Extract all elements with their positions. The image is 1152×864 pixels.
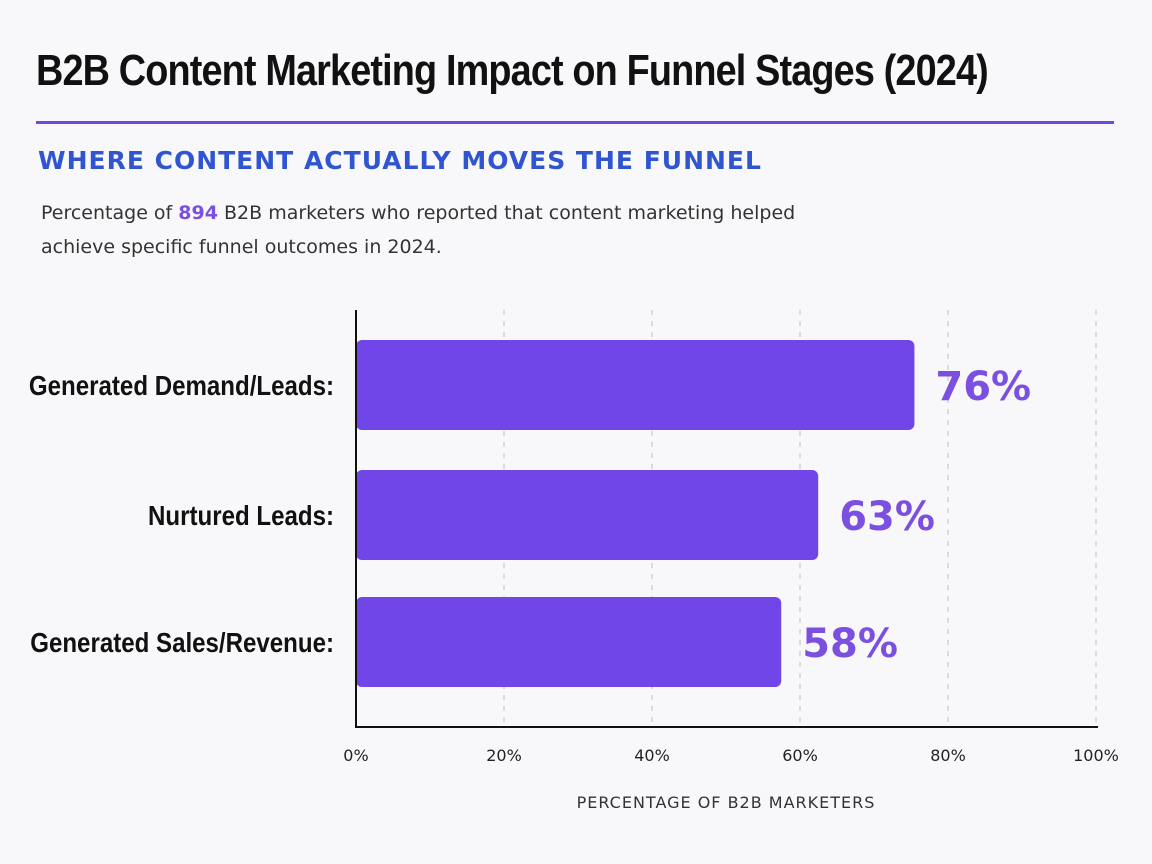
- x-tick-label: 40%: [634, 746, 670, 765]
- bar: [356, 470, 819, 560]
- bar: [356, 340, 915, 430]
- title-divider: [36, 121, 1114, 124]
- x-axis-title: PERCENTAGE OF B2B MARKETERS: [576, 793, 876, 812]
- chart-title: B2B Content Marketing Impact on Funnel S…: [36, 46, 989, 95]
- bar-chart: 0% 20% 40% 60% 80% 100% Generated Demand/Leads…: [29, 310, 1119, 765]
- description-text-end: B2B marketers who reported that content …: [41, 202, 796, 258]
- bar: [356, 597, 782, 687]
- x-tick-label: 100%: [1073, 746, 1119, 765]
- value-label: 58%: [802, 621, 898, 667]
- chart-description: Percentage of 894 B2B marketers who repo…: [41, 196, 841, 264]
- x-tick-label: 80%: [930, 746, 966, 765]
- value-label: 63%: [839, 494, 935, 540]
- value-label: 76%: [935, 364, 1031, 410]
- x-tick-label: 60%: [782, 746, 818, 765]
- category-label: Nurtured Leads:: [148, 499, 334, 531]
- labels: 0% 20% 40% 60% 80% 100% Generated Demand/Leads…: [29, 364, 1119, 765]
- category-label: Generated Sales/Revenue:: [30, 626, 334, 658]
- x-tick-label: 0%: [343, 746, 368, 765]
- axes: [355, 310, 1098, 728]
- description-text-start: Percentage of: [41, 202, 179, 224]
- x-tick-label: 20%: [486, 746, 522, 765]
- description-highlight-count: 894: [178, 202, 218, 224]
- bars: [356, 340, 915, 687]
- category-label: Generated Demand/Leads:: [29, 369, 334, 401]
- chart-subtitle: WHERE CONTENT ACTUALLY MOVES THE FUNNEL: [38, 146, 762, 175]
